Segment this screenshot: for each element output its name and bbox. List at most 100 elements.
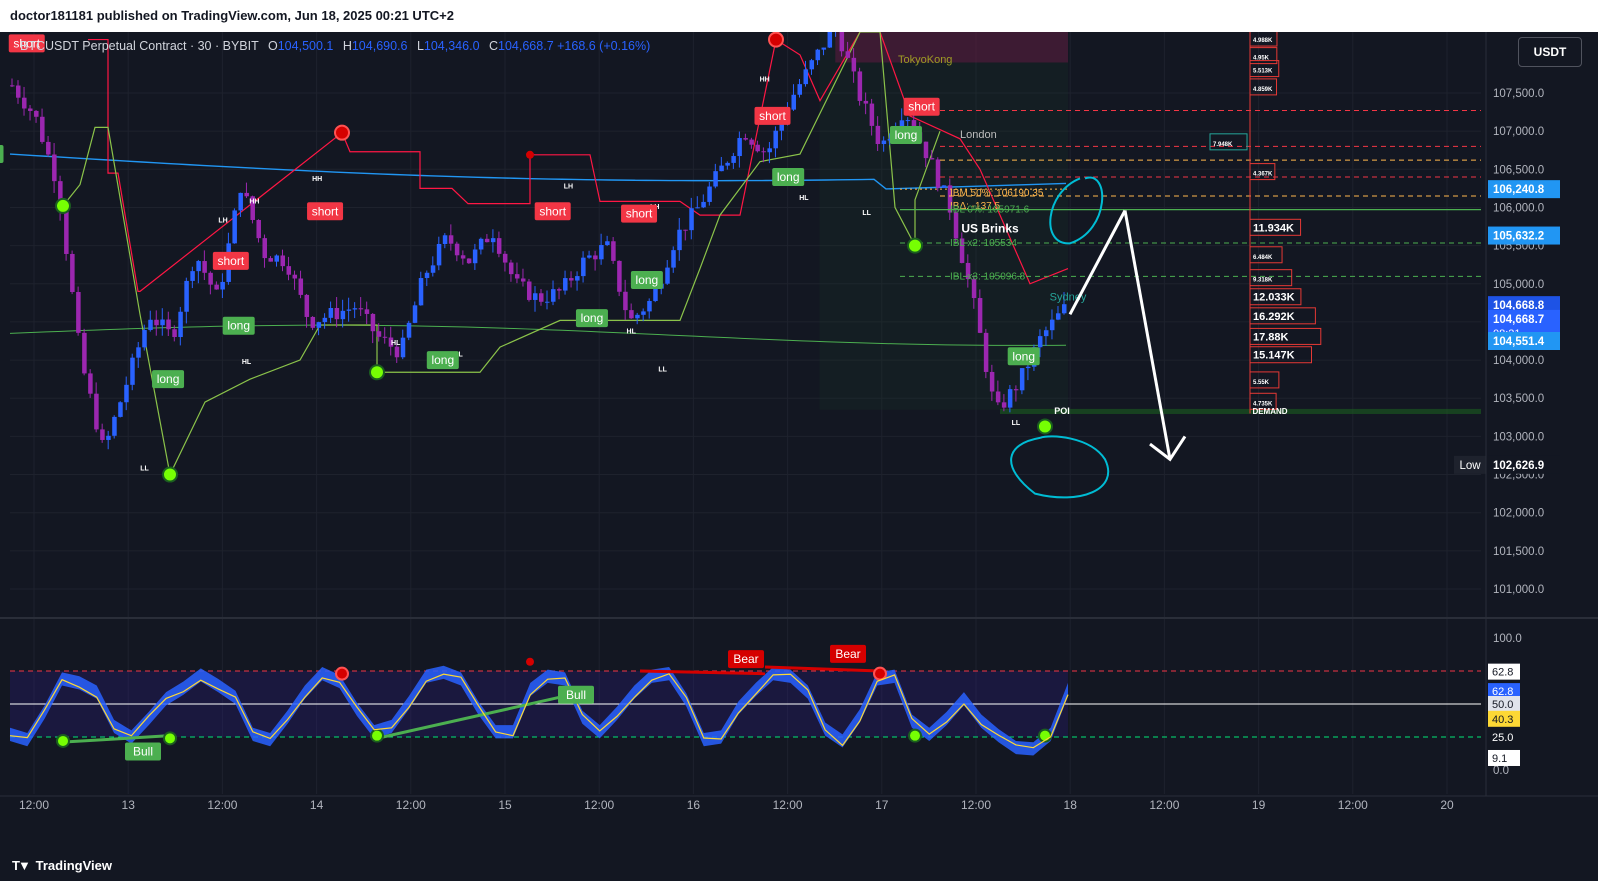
price-tag-text: 104,551.4 [1493,336,1545,348]
price-tag: 105,632.2 [1488,226,1560,245]
circle-annotation-upper [1049,176,1104,245]
candle-body [190,271,195,281]
structure-label: LL [1012,420,1021,427]
short-signal: short [621,204,658,223]
candle-body [28,108,33,111]
candle-body [214,284,219,290]
candle-body [761,151,766,153]
candle-body [731,156,736,163]
candle-body [647,301,652,312]
currency-button[interactable]: USDT [1518,37,1582,67]
price-tag: 106,240.8 [1488,180,1560,199]
candle-body [16,85,21,98]
support-dot [162,466,178,483]
low-label: L [416,39,424,53]
candle-body [46,141,51,155]
time-tick-label: 12:00 [584,798,614,812]
candle-body [142,330,147,348]
candle-body [767,148,772,153]
price-tick-label: 103,000.0 [1493,431,1544,443]
candle-body [1013,389,1019,391]
time-axis: 12:00 13 12:00 14 12:00 15 12:00 16 12:00 17 12:00… [0,32,1598,812]
price-tag: 104,668.8 [1488,296,1560,315]
candle-body [484,238,490,243]
long-signal: long [889,125,922,144]
oscillator-tick-label: 100.0 [1493,633,1522,645]
volume-label: 17.88K [1253,331,1289,343]
candle-body [587,255,592,258]
candle-body [196,261,201,272]
oscillator-value-tag: 62.8 [1488,663,1520,680]
candle-body [262,238,267,259]
candle-body [274,255,280,262]
candle-body [412,305,418,323]
candle-body [448,235,454,244]
footer-bar: T▼ TradingView [0,850,1598,881]
candle-body [238,192,243,211]
candle-body [629,310,634,319]
candle-body [779,120,784,131]
candle-body [280,255,286,267]
long-signal: long [152,370,185,389]
candle-body [953,212,959,239]
candle-body [863,100,869,104]
divergence-label-text: Bull [133,745,153,759]
price-tag: Low 102,626.9 [1454,455,1560,474]
oscillator-signal-line [9,673,1069,749]
volume-label: 12.033K [1253,292,1295,304]
candle-body [635,314,640,319]
oscillator-value-box [1488,683,1520,700]
short-signal-box [534,202,571,221]
candle-body [316,322,322,328]
candle-body [743,138,748,140]
long-signal-box [889,125,922,144]
candles [10,32,1067,450]
drawing-annotations [1010,176,1187,499]
candle-body [773,130,778,149]
level-label: IBL 0%: 105971.6 [950,205,1030,216]
candle-body [514,274,520,279]
close-value: 104,668.7 [498,39,554,53]
low-value: 104,346.0 [423,39,480,53]
bull-divergence-line [59,734,171,744]
candle-body [803,69,809,85]
candle-body [376,331,382,337]
bull-divergence-line [376,694,566,740]
volume-label: 16.292K [1253,311,1295,323]
candle-body [208,272,213,285]
candle-body [256,219,261,239]
chart-svg[interactable]: 4.988K 4.95K 5.513K 4.859K 7.948K 4.367K 11.93… [0,32,1598,850]
candle-body [232,210,237,244]
structure-label: LH [564,183,573,190]
divergence-label-box [558,685,594,704]
candle-body [322,317,328,323]
candle-body [82,332,87,374]
long-signal-text: long [227,319,250,333]
candle-body [857,71,863,101]
candle-body [106,435,111,440]
candle-body [202,261,207,273]
oscillator-value-tag: 9.1 [1488,749,1520,766]
short-signal-text: short [908,100,935,114]
volume-bar [1209,133,1248,151]
divergence-label: Bull [558,685,594,704]
resistance-dot [526,150,534,159]
long-signal-box [772,167,805,186]
divergence-label-box [728,650,764,669]
candle-body [815,49,821,61]
structure-label: HL [799,195,809,202]
published-line: doctor181181 published on TradingView.co… [10,8,454,23]
candle-body [436,244,442,266]
level-label: London [960,129,997,141]
price-tag-text: 104,668.8 [1493,300,1545,312]
candle-body [460,255,466,259]
candle-body [490,238,496,243]
candle-body [959,238,965,263]
time-tick-label: 17 [875,798,889,812]
candle-body [310,316,316,328]
candle-body [965,262,971,280]
tradingview-logo[interactable]: T▼ TradingView [12,850,112,881]
candle-body [845,51,851,58]
long-signal-box [152,370,185,389]
candle-body [496,238,502,254]
